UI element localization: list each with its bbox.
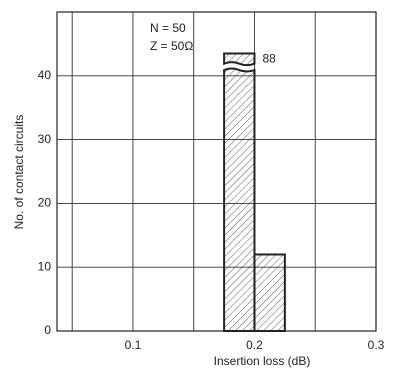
x-axis-label: Insertion loss (dB) [214,354,311,368]
plot-frame [56,11,377,332]
x-tick-label: 0.3 [368,338,385,352]
x-tick-label: 0.2 [246,338,263,352]
bar [223,52,256,332]
y-axis-label: No. of contact circuits [12,115,26,230]
y-tick-label: 10 [38,259,52,273]
bar [253,253,286,332]
y-tick-label: 40 [38,68,52,82]
annotation: N = 50 [150,21,186,35]
x-tick-label: 0.1 [125,338,142,352]
y-tick-label: 0 [44,323,51,337]
y-tick-label: 20 [38,196,52,210]
value-label: 88 [262,52,276,66]
y-tick-label: 30 [38,132,52,146]
annotation: Z = 50Ω [150,39,193,53]
